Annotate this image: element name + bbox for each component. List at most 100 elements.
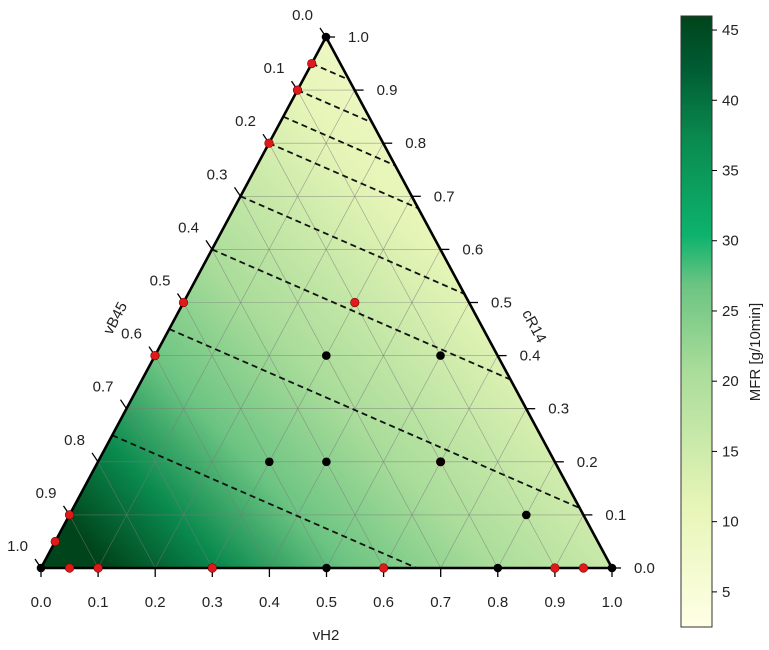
tick-mark	[119, 399, 128, 410]
plot-area: 0.0 0.1 0.2 0.3 0.4 0.5 0.6 0.7 0.8 0.9 1.0 0.0 0.1 0…	[7, 7, 655, 611]
grid-line	[69, 514, 99, 568]
colorbar-scale	[680, 15, 713, 628]
design-point-red	[379, 563, 389, 573]
grid-line	[97, 461, 156, 568]
colorbar-ticks: 5 10 15 20 25 30 35 40 45	[712, 22, 739, 601]
tick-label-vb45: 0.7	[93, 379, 114, 396]
axis-label-cr14: cR14	[518, 307, 549, 346]
colorbar-tick-label: 10	[722, 514, 739, 531]
tick-label-cr14: 0.8	[405, 135, 426, 152]
design-point-red	[550, 563, 560, 573]
design-point-red	[64, 510, 75, 520]
design-point-black	[321, 32, 331, 42]
tick-mark	[91, 452, 99, 463]
tick-label-vb45: 0.6	[121, 326, 142, 343]
tick-label-cr14: 0.4	[520, 348, 541, 365]
grid-line	[154, 355, 270, 568]
tick-label-cr14: 1.0	[348, 29, 369, 46]
design-point-black	[36, 563, 46, 573]
colorbar-tick-label: 20	[722, 373, 739, 390]
colorbar-tick-label: 45	[722, 22, 739, 39]
tick-label-vb45: 0.2	[235, 113, 256, 130]
design-point-black	[322, 563, 331, 573]
tick-label-cr14: 0.9	[377, 82, 398, 99]
design-point-red	[207, 563, 217, 573]
design-point-red	[150, 351, 160, 361]
grid-line	[554, 514, 584, 568]
colorbar-label: MFR [g/10min]	[747, 303, 764, 401]
tick-mark	[233, 186, 242, 197]
contour-line	[268, 142, 612, 366]
design-point-black	[265, 457, 274, 467]
design-point-red	[307, 58, 317, 69]
colorbar-tick-label: 40	[722, 92, 739, 109]
tick-label-vh2: 0.7	[430, 594, 451, 611]
tick-label-vb45: 0.1	[264, 60, 285, 77]
colorbar-tick-label: 25	[722, 303, 739, 320]
tick-label-cr14: 0.1	[605, 507, 626, 524]
design-point-black	[436, 351, 445, 360]
axis-label-vh2: vH2	[313, 627, 340, 644]
design-point-red	[50, 536, 60, 547]
tick-label-vb45: 0.8	[64, 432, 85, 449]
tick-label-vb45: 0.0	[292, 7, 313, 24]
design-point-red	[64, 563, 75, 573]
colorbar-tick-label: 5	[722, 584, 730, 601]
grid-line	[183, 302, 327, 568]
contour-line	[240, 195, 612, 420]
tick-label-cr14: 0.7	[434, 188, 455, 205]
grid-line	[211, 249, 384, 568]
tick-label-cr14: 0.0	[634, 560, 655, 577]
design-point-black	[607, 563, 617, 573]
design-point-black	[522, 510, 531, 520]
design-point-black	[322, 457, 331, 467]
design-point-red	[178, 297, 189, 308]
contour-line	[111, 434, 612, 568]
grid-line	[268, 143, 499, 568]
tick-label-vb45: 0.4	[178, 219, 199, 236]
grid-line	[97, 89, 355, 568]
grid-line	[126, 408, 213, 568]
tick-mark	[205, 240, 213, 250]
tick-label-vh2: 0.3	[202, 594, 223, 611]
tick-label-cr14: 0.2	[577, 454, 598, 471]
tick-label-cr14: 0.5	[491, 295, 512, 312]
grid-line	[297, 89, 556, 568]
design-points	[36, 32, 617, 573]
grid-line	[240, 196, 441, 568]
grid-lines	[69, 89, 584, 568]
axis-ticks: 0.0 0.1 0.2 0.3 0.4 0.5 0.6 0.7 0.8 0.9 1.0 0.0 0.1 0…	[7, 7, 655, 611]
tick-label-vb45: 1.0	[7, 538, 28, 555]
design-point-red	[578, 563, 589, 573]
design-point-red	[93, 563, 103, 573]
design-point-black	[493, 563, 503, 573]
colorbar-tick-label: 30	[722, 233, 739, 250]
tick-label-cr14: 0.3	[548, 401, 569, 418]
tick-label-vh2: 0.0	[31, 594, 52, 611]
grid-line	[212, 196, 413, 568]
tick-label-vh2: 0.1	[88, 594, 109, 611]
tick-label-vb45: 0.9	[36, 485, 57, 502]
tick-label-vh2: 0.2	[145, 594, 166, 611]
tick-label-vb45: 0.5	[150, 273, 171, 290]
tick-label-vh2: 0.5	[316, 594, 337, 611]
colorbar-tick-label: 15	[722, 443, 739, 460]
design-point-red	[350, 297, 360, 308]
tick-label-vh2: 1.0	[602, 594, 623, 611]
design-point-black	[436, 457, 445, 467]
grid-line	[326, 302, 470, 568]
contour-line	[211, 248, 612, 473]
tick-label-vh2: 0.9	[544, 594, 565, 611]
contour-line	[282, 115, 612, 340]
colorbar-tick-label: 35	[722, 163, 739, 180]
colorbar: 5 10 15 20 25 30 35 40 45 MFR [g/10min]	[680, 15, 764, 628]
tick-label-cr14: 0.6	[462, 241, 483, 258]
design-point-red	[264, 138, 274, 148]
tick-label-vh2: 0.6	[373, 594, 394, 611]
design-point-red	[292, 85, 303, 95]
grid-line	[440, 408, 527, 568]
design-point-black	[322, 351, 331, 360]
tick-label-vb45: 0.3	[207, 166, 228, 183]
tick-label-vh2: 0.8	[487, 594, 508, 611]
